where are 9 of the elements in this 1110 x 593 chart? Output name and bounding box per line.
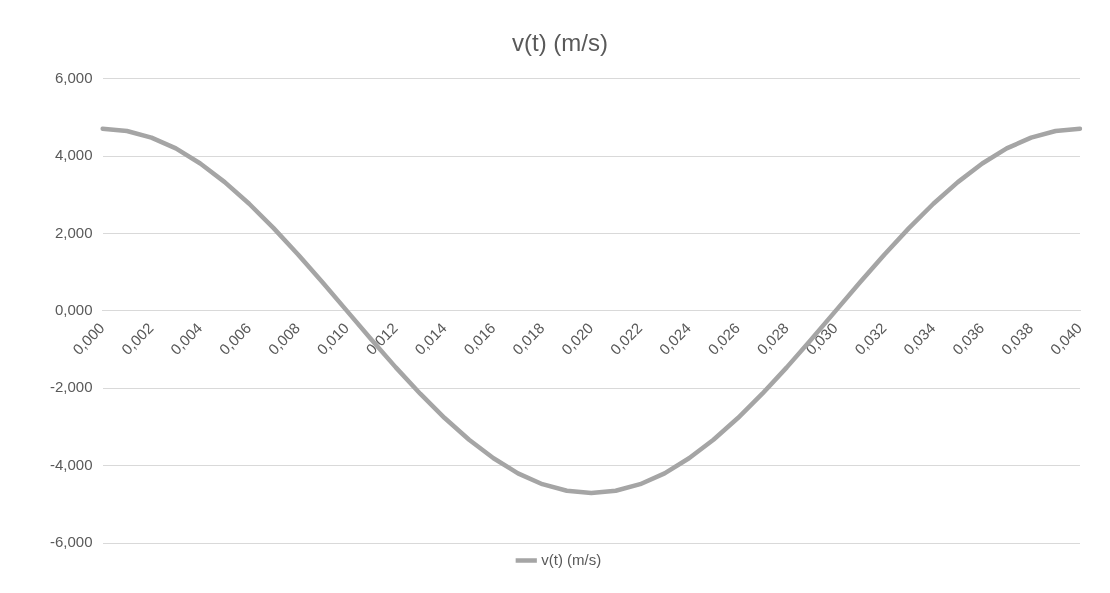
y-tick-label: 2,000 xyxy=(54,223,93,241)
chart-title: v(t) (m/s) xyxy=(512,29,608,57)
y-tick-label: 4,000 xyxy=(54,146,93,164)
y-tick-label: 0,000 xyxy=(54,301,93,319)
y-tick-label: -2,000 xyxy=(49,378,93,396)
legend-label: v(t) (m/s) xyxy=(541,550,602,568)
y-tick-label: 6,000 xyxy=(54,68,93,86)
y-tick-label: -6,000 xyxy=(49,533,93,551)
y-tick-label: -4,000 xyxy=(49,455,93,473)
